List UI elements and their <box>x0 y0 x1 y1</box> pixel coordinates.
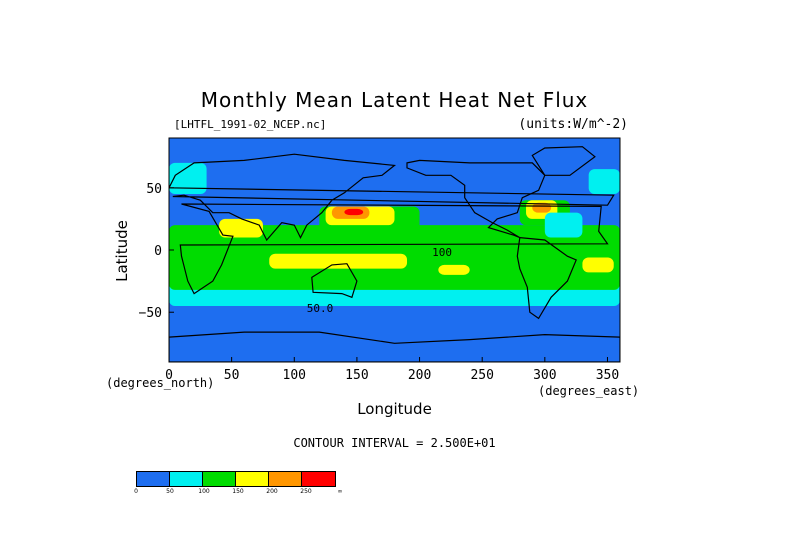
x-axis-label: Longitude <box>357 400 432 418</box>
x-tick-label-0: 0 <box>165 368 173 383</box>
units-label: (units:W/m^-2) <box>518 117 628 132</box>
colorbar-swatch-5 <box>302 472 335 486</box>
heatmap-region-9 <box>344 208 364 216</box>
colorbar <box>136 471 336 487</box>
contour-label-0: 100 <box>432 246 452 259</box>
colorbar-tick-3: 150 <box>232 488 244 495</box>
colorbar-swatch-1 <box>170 472 203 486</box>
heatmap-region-12 <box>532 202 552 213</box>
land-outline-greenland <box>531 146 596 176</box>
x-tick-label-150: 150 <box>345 368 368 383</box>
heatmap-fields <box>169 138 620 362</box>
heatmap-region-16 <box>588 169 620 194</box>
colorbar-swatch-4 <box>269 472 302 486</box>
x-tick-label-100: 100 <box>283 368 306 383</box>
y-axis-label: Latitude <box>113 220 131 282</box>
x-tick-label-50: 50 <box>224 368 240 383</box>
heatmap-region-3 <box>269 253 408 269</box>
land-outline-north-america <box>406 159 546 239</box>
colorbar-tick-0: 0 <box>134 488 138 495</box>
land-outline-antarctica <box>169 331 620 362</box>
x-unit-label: (degrees_east) <box>538 384 640 398</box>
heatmap-region-4 <box>438 264 470 275</box>
y-tick-label--50: −50 <box>139 306 162 321</box>
land-outline-australia <box>311 263 358 299</box>
page-title: Monthly Mean Latent Heat Net Flux <box>200 88 589 112</box>
x-tick-label-200: 200 <box>408 368 431 383</box>
colorbar-tick-6: ∞ <box>337 488 343 495</box>
y-unit-label: (degrees_north) <box>106 376 215 390</box>
heatmap-region-14 <box>219 218 263 238</box>
contour-labels: 100 50.0 <box>307 246 452 315</box>
colorbar-swatch-0 <box>137 472 170 486</box>
x-tick-label-350: 350 <box>596 368 619 383</box>
heatmap-region-15 <box>169 162 207 194</box>
land-outline-africa <box>179 203 609 295</box>
colorbar-tick-4: 200 <box>266 488 278 495</box>
x-tick-label-250: 250 <box>470 368 493 383</box>
landmasses <box>169 146 620 362</box>
heatmap-region-5 <box>582 257 614 273</box>
land-outline-eurasia <box>169 153 615 242</box>
colorbar-tick-2: 100 <box>198 488 210 495</box>
heatmap-region-13 <box>544 212 583 238</box>
y-tick-label-0: 0 <box>154 244 162 259</box>
axis-ticks: 0 50 100 150 200 250 300 350 −50 0 50 <box>139 182 620 383</box>
contour-interval-note: CONTOUR INTERVAL = 2.500E+01 <box>293 436 496 450</box>
colorbar-tick-5: 250 <box>300 488 312 495</box>
y-tick-label-50: 50 <box>146 182 162 197</box>
land-outline-south-america <box>516 236 577 320</box>
x-tick-label-300: 300 <box>533 368 556 383</box>
file-name-label: [LHTFL_1991-02_NCEP.nc] <box>174 118 327 131</box>
colorbar-tick-labels: 0 50 100 150 200 250 ∞ <box>134 488 343 498</box>
colorbar-swatch-2 <box>203 472 236 486</box>
colorbar-tick-1: 50 <box>166 488 174 495</box>
contour-label-1: 50.0 <box>307 302 334 315</box>
colorbar-swatch-3 <box>236 472 269 486</box>
